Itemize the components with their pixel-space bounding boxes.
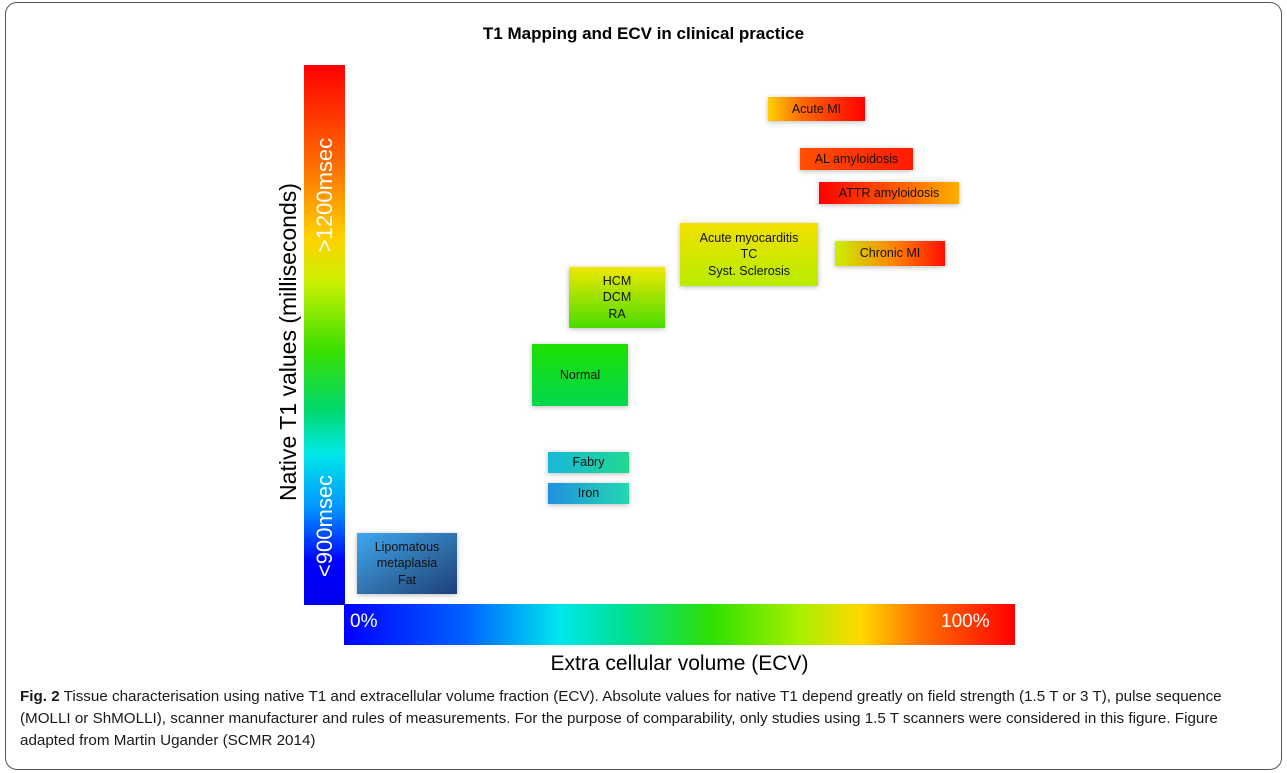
box-line: Syst. Sclerosis [708,263,790,278]
box-normal: Normal [532,344,628,406]
ecv-color-scale-bar [344,604,1015,645]
figure-frame [5,2,1282,770]
box-acute-mi: Acute MI [768,97,865,121]
caption-fig-label: Fig. 2 [20,688,60,705]
box-hcm-dcm-ra: HCM DCM RA [569,267,665,328]
box-line: Iron [577,486,600,501]
figure-caption: Fig. 2 Tissue characterisation using nat… [20,686,1272,752]
box-lipomatous-fat: Lipomatous metaplasia Fat [357,533,457,594]
x-scale-right-label: 100% [941,611,990,632]
y-scale-top-label: >1200msec [312,137,337,253]
box-line: HCM [602,273,632,288]
box-line: Fabry [572,455,605,470]
t1-color-scale-bar [304,65,345,605]
y-axis-label: Native T1 values (milliseconds) [275,183,301,501]
box-line: Chronic MI [859,246,921,261]
x-scale-left-label: 0% [350,611,378,632]
y-scale-bottom-label: <900msec [312,474,337,578]
box-line: Acute myocarditis [699,230,799,245]
box-line: Normal [559,367,601,382]
box-iron: Iron [548,483,629,504]
box-line: RA [608,306,626,321]
box-line: Fat [397,572,417,587]
box-line: Acute MI [791,101,842,116]
box-chronic-mi: Chronic MI [835,241,945,266]
box-acute-myocarditis: Acute myocarditis TC Syst. Sclerosis [680,223,818,286]
box-attr-amyloidosis: ATTR amyloidosis [819,182,959,204]
box-line: AL amyloidosis [814,151,899,166]
box-line: metaplasia [376,556,438,571]
x-axis-label: Extra cellular volume (ECV) [550,652,809,675]
box-line: DCM [602,290,632,305]
box-line: Lipomatous [374,539,440,554]
caption-text: Tissue characterisation using native T1 … [20,688,1222,749]
box-line: ATTR amyloidosis [838,185,940,200]
box-line: TC [740,247,758,262]
box-al-amyloidosis: AL amyloidosis [800,148,913,170]
box-fabry: Fabry [548,452,629,473]
figure-title: T1 Mapping and ECV in clinical practice [482,24,805,43]
